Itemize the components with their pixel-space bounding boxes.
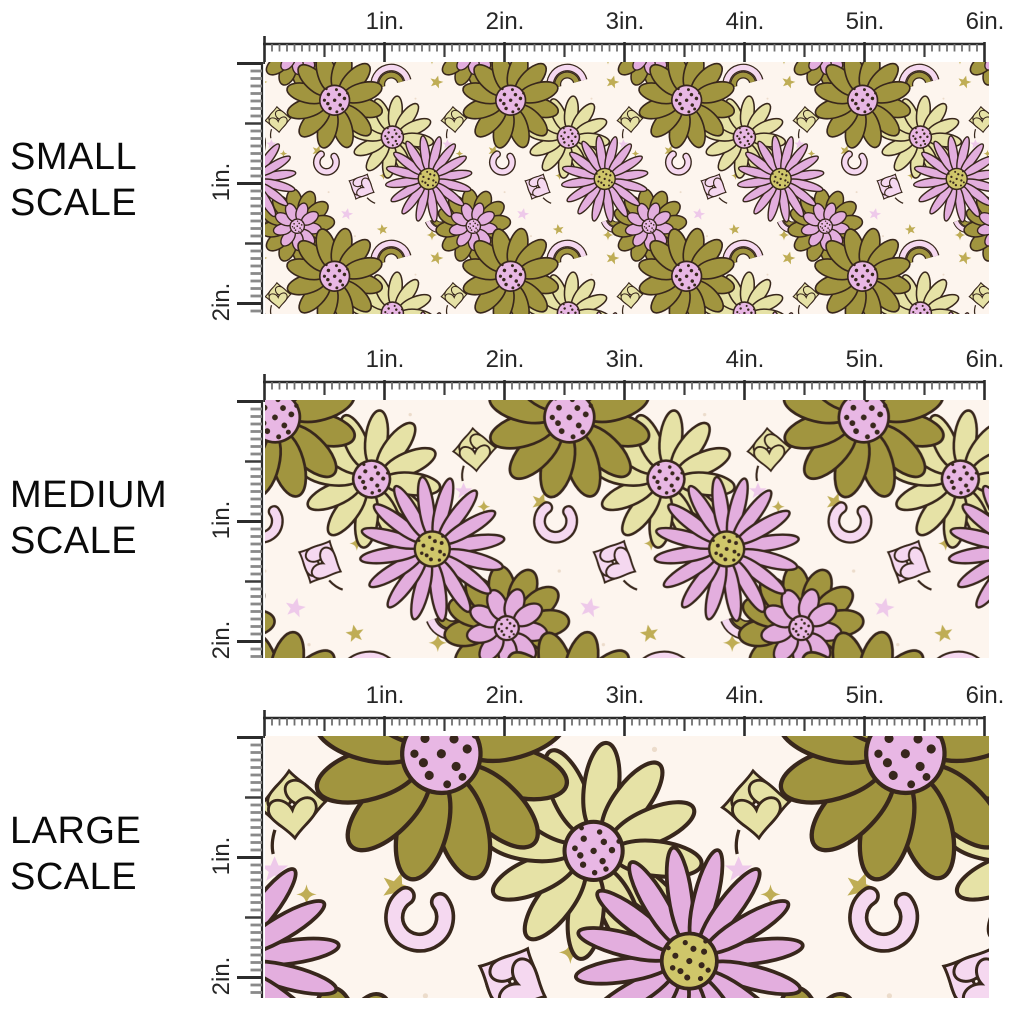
ruler-inch-label-vertical: 1in. <box>208 836 235 876</box>
ruler-inch-label: 4in. <box>725 8 765 35</box>
scale-label-line: SCALE <box>10 182 138 224</box>
panel-small-scale: SMALL SCALE 1in. 2in. 3in. 4in. 5in. 6in… <box>0 0 1024 338</box>
ruler-inch-label-vertical: 2in. <box>208 282 235 322</box>
scale-label-line: SMALL <box>10 136 138 178</box>
scale-label-line: MEDIUM <box>10 474 168 516</box>
scale-label-line: SCALE <box>10 856 138 898</box>
ruler-inch-label: 2in. <box>485 346 525 373</box>
ruler-inch-label: 5in. <box>845 8 885 35</box>
ruler-inch-label: 5in. <box>845 346 885 373</box>
ruler-inch-label: 2in. <box>485 682 525 709</box>
panel-medium-scale: MEDIUM SCALE 1in. 2in. 3in. 4in. 5in. 6i… <box>0 338 1024 674</box>
fabric-swatch-medium <box>265 400 989 658</box>
ruler-inch-label: 3in. <box>605 8 645 35</box>
scale-label-line: LARGE <box>10 810 142 852</box>
vertical-ruler <box>237 400 264 658</box>
ruler-inch-label: 2in. <box>485 8 525 35</box>
ruler-inch-label: 6in. <box>965 8 1005 35</box>
ruler-inch-label-vertical: 2in. <box>208 956 235 996</box>
ruler-inch-label-vertical: 1in. <box>208 162 235 202</box>
ruler-inch-label-vertical: 1in. <box>208 500 235 540</box>
ruler-inch-label: 6in. <box>965 682 1005 709</box>
scale-label: SMALL SCALE <box>10 134 137 226</box>
panel-large-scale: LARGE SCALE 1in. 2in. 3in. 4in. 5in. 6in… <box>0 674 1024 1024</box>
fabric-swatch-large <box>265 736 989 998</box>
ruler-inch-label: 1in. <box>365 8 405 35</box>
horizontal-ruler <box>263 374 986 402</box>
ruler-inch-label: 4in. <box>725 346 765 373</box>
horizontal-ruler <box>263 710 986 738</box>
vertical-ruler <box>237 62 264 314</box>
ruler-inch-label: 3in. <box>605 682 645 709</box>
ruler-inch-label: 1in. <box>365 346 405 373</box>
ruler-inch-label: 4in. <box>725 682 765 709</box>
scale-label-line: SCALE <box>10 520 138 562</box>
ruler-inch-label: 5in. <box>845 682 885 709</box>
scale-label: LARGE SCALE <box>10 808 141 900</box>
ruler-inch-label: 1in. <box>365 682 405 709</box>
ruler-inch-label: 6in. <box>965 346 1005 373</box>
horizontal-ruler <box>263 36 986 64</box>
scale-label: MEDIUM SCALE <box>10 472 167 564</box>
fabric-swatch-small <box>265 62 989 314</box>
ruler-inch-label: 3in. <box>605 346 645 373</box>
ruler-inch-label-vertical: 2in. <box>208 620 235 660</box>
vertical-ruler <box>237 736 264 998</box>
